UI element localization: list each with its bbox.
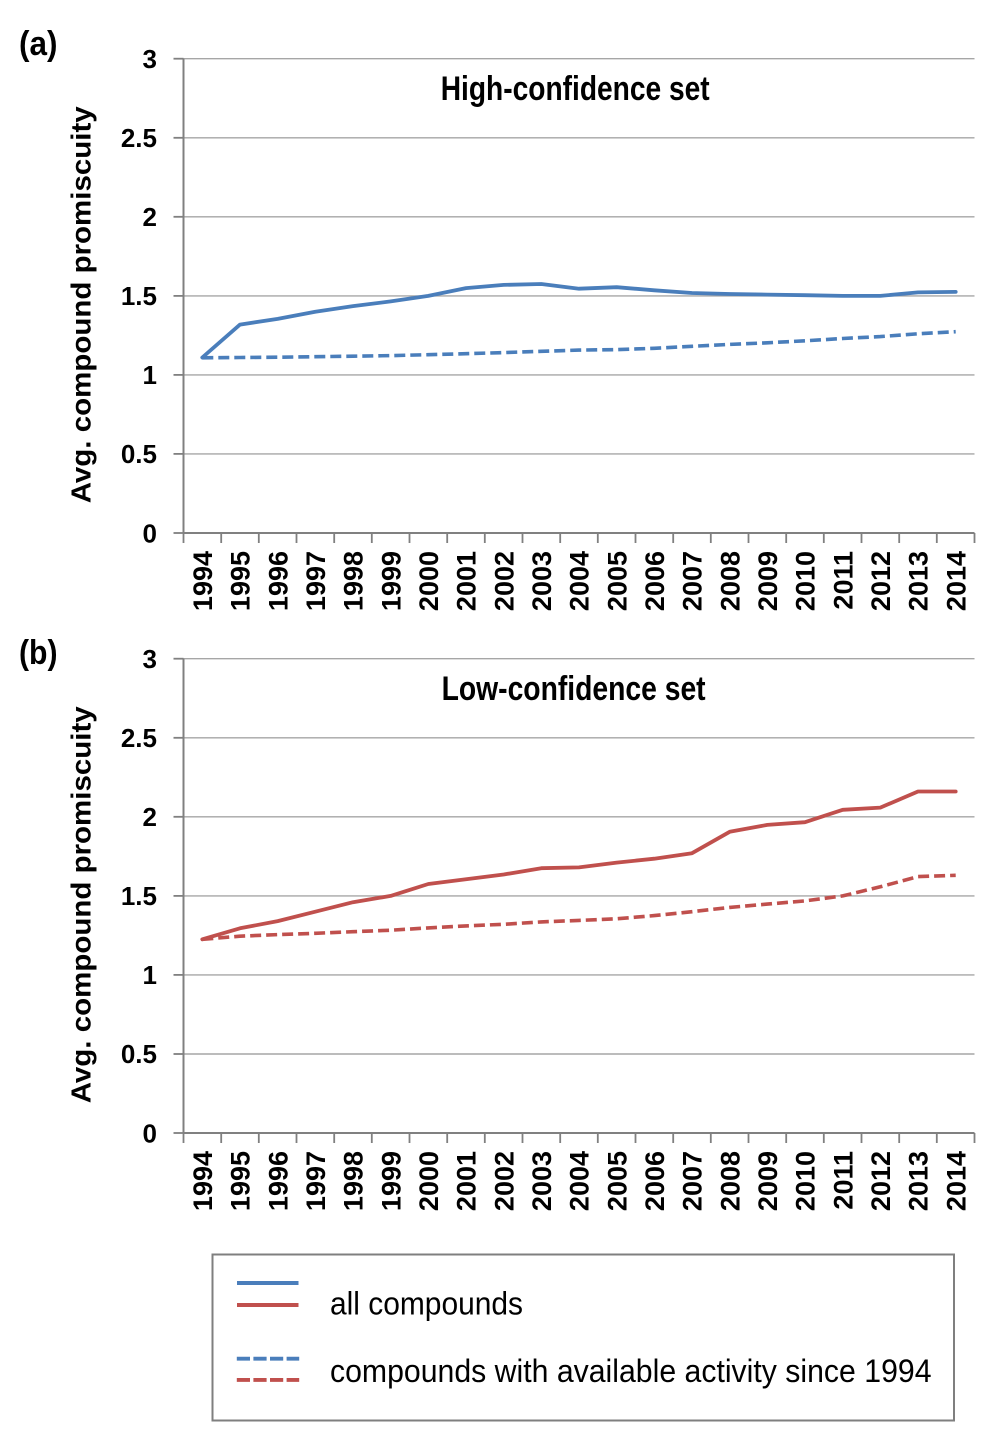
svg-text:2012: 2012: [866, 1151, 896, 1211]
svg-text:2013: 2013: [904, 551, 934, 611]
svg-text:2010: 2010: [791, 1151, 821, 1211]
svg-text:2002: 2002: [489, 551, 519, 611]
svg-text:2003: 2003: [527, 551, 557, 611]
svg-text:2005: 2005: [602, 551, 632, 611]
svg-text:2011: 2011: [828, 1151, 858, 1210]
svg-text:1998: 1998: [339, 1151, 369, 1211]
svg-text:1997: 1997: [301, 551, 331, 611]
svg-text:2007: 2007: [678, 1151, 708, 1211]
svg-text:2: 2: [143, 802, 157, 832]
svg-text:1995: 1995: [226, 551, 256, 611]
svg-text:2008: 2008: [715, 1151, 745, 1211]
svg-text:3: 3: [143, 644, 157, 674]
svg-text:2000: 2000: [414, 1151, 444, 1211]
svg-text:1999: 1999: [376, 1151, 406, 1211]
svg-text:3: 3: [143, 44, 157, 74]
svg-text:2009: 2009: [753, 551, 783, 611]
svg-text:0.5: 0.5: [121, 439, 157, 469]
svg-text:1995: 1995: [226, 1151, 256, 1211]
svg-text:2007: 2007: [678, 551, 708, 611]
svg-text:2004: 2004: [565, 1151, 595, 1211]
svg-text:2006: 2006: [640, 1151, 670, 1211]
svg-text:1996: 1996: [263, 551, 293, 611]
svg-text:1998: 1998: [339, 551, 369, 611]
svg-text:2005: 2005: [602, 1151, 632, 1211]
svg-text:2014: 2014: [941, 551, 971, 611]
svg-text:2.5: 2.5: [121, 123, 157, 153]
svg-text:(b): (b): [19, 634, 58, 672]
svg-text:compounds with available activ: compounds with available activity since …: [330, 1353, 932, 1389]
svg-text:0: 0: [143, 1118, 157, 1148]
svg-text:2010: 2010: [791, 551, 821, 611]
svg-text:2012: 2012: [866, 551, 896, 611]
svg-text:all compounds: all compounds: [330, 1285, 523, 1321]
svg-text:High-confidence set: High-confidence set: [441, 70, 710, 108]
svg-text:Low-confidence set: Low-confidence set: [442, 670, 706, 708]
svg-text:0: 0: [143, 518, 157, 548]
svg-text:1994: 1994: [188, 1151, 218, 1211]
svg-text:2.5: 2.5: [121, 723, 157, 753]
svg-text:2011: 2011: [828, 551, 858, 610]
svg-text:(a): (a): [19, 25, 58, 63]
svg-text:2001: 2001: [452, 1151, 482, 1211]
svg-text:2: 2: [143, 202, 157, 232]
svg-text:0.5: 0.5: [121, 1039, 157, 1069]
svg-text:1997: 1997: [301, 1151, 331, 1211]
svg-text:2002: 2002: [489, 1151, 519, 1211]
svg-text:2009: 2009: [753, 1151, 783, 1211]
svg-text:1.5: 1.5: [121, 881, 157, 911]
svg-text:2000: 2000: [414, 551, 444, 611]
svg-text:1: 1: [143, 960, 157, 990]
svg-text:2013: 2013: [904, 1151, 934, 1211]
svg-text:1994: 1994: [188, 551, 218, 611]
svg-text:1999: 1999: [376, 551, 406, 611]
svg-text:2003: 2003: [527, 1151, 557, 1211]
svg-text:2004: 2004: [565, 551, 595, 611]
svg-text:1.5: 1.5: [121, 281, 157, 311]
svg-text:Avg. compound promiscuity: Avg. compound promiscuity: [66, 706, 97, 1103]
svg-text:1996: 1996: [263, 1151, 293, 1211]
svg-text:2006: 2006: [640, 551, 670, 611]
svg-text:2014: 2014: [941, 1151, 971, 1211]
svg-text:1: 1: [143, 360, 157, 390]
svg-text:2008: 2008: [715, 551, 745, 611]
svg-text:2001: 2001: [452, 551, 482, 611]
svg-text:Avg. compound promiscuity: Avg. compound promiscuity: [66, 106, 97, 503]
